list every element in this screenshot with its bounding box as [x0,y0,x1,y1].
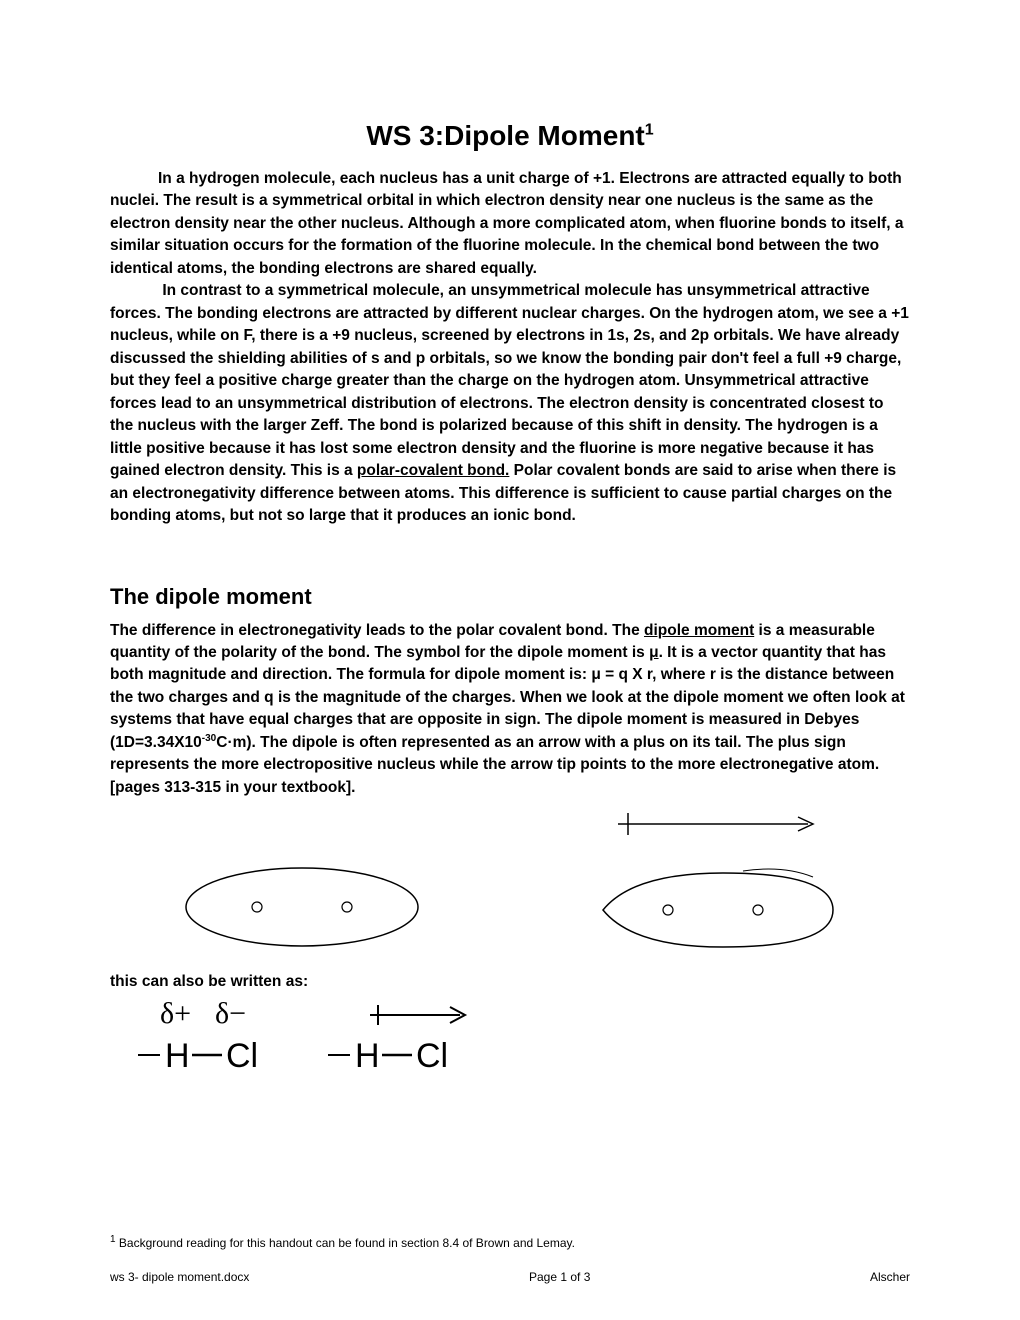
page-title: WS 3:Dipole Moment1 [110,120,910,152]
teardrop-svg [583,855,853,965]
dp-a: The difference in electronegativity lead… [110,622,644,639]
hcl-arrow-svg: H Cl [320,997,500,1077]
p2-part-a: In contrast to a symmetrical molecule, a… [110,282,909,479]
hcl-delta-svg: δ+ δ− H Cl [130,997,290,1077]
cl-atom-2: Cl [416,1037,448,1075]
diagram-row [110,809,910,965]
polar-covalent-bond-term: polar-covalent bond. [357,462,509,479]
dipole-moment-term: dipole moment [644,622,754,639]
h-atom-1: H [165,1037,190,1075]
paragraph-1: In a hydrogen molecule, each nucleus has… [110,168,910,280]
section-spacer [110,528,910,556]
symmetric-ellipse-svg [172,857,432,957]
subheading-dipole-moment: The dipole moment [110,584,910,610]
dp-d: C·m). The dipole is often represented as… [110,734,879,796]
footnote: 1 Background reading for this handout ca… [110,1234,575,1250]
mu-symbol: μ [649,644,658,661]
title-text: WS 3:Dipole Moment [366,120,644,151]
footer-right: Alscher [870,1270,910,1284]
footnote-text: Background reading for this handout can … [116,1236,575,1250]
written-as-label: this can also be written as: [110,973,910,991]
exp-30: 30 [205,733,216,744]
delta-plus-text: δ+ [160,997,191,1030]
footer-center: Page 1 of 3 [529,1270,590,1284]
hcl-notation-row: δ+ δ− H Cl H Cl [130,997,910,1077]
dipole-arrow-svg [608,809,828,839]
h-atom-2: H [355,1037,380,1075]
symmetric-orbital-diagram [110,817,494,957]
polarized-orbital-diagram [526,809,910,965]
cl-atom-1: Cl [226,1037,258,1075]
delta-minus-text: δ− [215,997,246,1030]
footer-left: ws 3- dipole moment.docx [110,1270,249,1284]
page-footer: ws 3- dipole moment.docx Page 1 of 3 Als… [110,1270,910,1284]
paragraph-2: In contrast to a symmetrical molecule, a… [110,280,910,527]
paragraph-dipole: The difference in electronegativity lead… [110,620,910,800]
title-footnote-ref: 1 [645,122,654,139]
